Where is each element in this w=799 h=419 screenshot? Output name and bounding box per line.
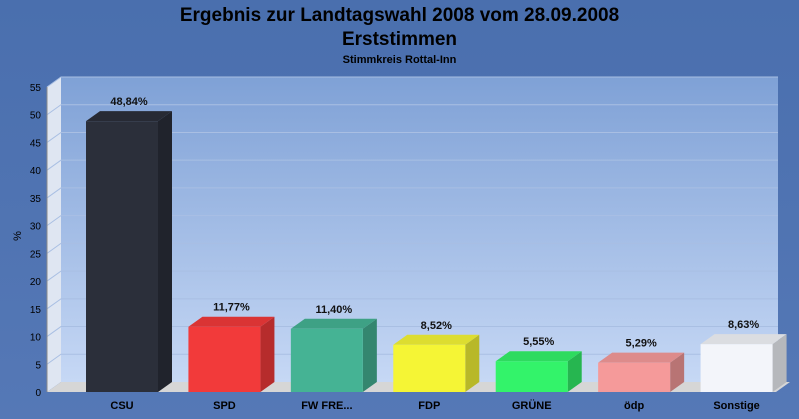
gridline: [46, 187, 778, 199]
bar-top: [393, 334, 480, 345]
gridline: [46, 326, 778, 337]
x-tick-label: FW FRE...: [301, 400, 352, 412]
bar-side: [465, 334, 480, 392]
plot-side-wall: [47, 77, 61, 392]
data-label: 8,52%: [421, 320, 452, 332]
bar-top: [86, 111, 172, 122]
bar: [290, 328, 363, 392]
data-label: 5,55%: [523, 336, 554, 348]
data-label: 8,63%: [728, 319, 759, 331]
chart-subtitle: Stimmkreis Rottal-Inn: [342, 54, 457, 66]
gridline: [46, 131, 778, 143]
x-tick-label: ödp: [624, 400, 644, 412]
data-label: 48,84%: [110, 96, 148, 108]
bar: [598, 362, 671, 392]
plot-back-wall: [61, 77, 778, 382]
x-tick-label: CSU: [110, 400, 133, 412]
bar-side: [772, 334, 787, 392]
y-tick-label: 55: [30, 83, 42, 94]
gridline: [46, 76, 778, 88]
y-tick-label: 40: [30, 166, 42, 177]
bar-top: [290, 318, 377, 329]
bar-top: [700, 334, 787, 345]
gridline: [46, 270, 778, 282]
gridline: [46, 159, 778, 171]
bar-top: [495, 351, 582, 362]
bar: [86, 121, 158, 392]
bar-side: [158, 111, 172, 392]
data-label: 5,29%: [626, 338, 657, 350]
gridline: [46, 104, 778, 116]
y-axis-label: %: [12, 231, 24, 241]
y-tick-label: 30: [30, 222, 42, 233]
y-tick-label: 25: [30, 249, 42, 260]
y-tick-label: 5: [35, 360, 41, 371]
gridline: [46, 215, 778, 227]
chart-title: Ergebnis zur Landtagswahl 2008 vom 28.09…: [179, 5, 620, 26]
y-tick-label: 35: [30, 194, 42, 205]
x-tick-label: SPD: [213, 400, 236, 412]
bar: [393, 344, 466, 392]
x-tick-label: Sonstige: [713, 400, 759, 412]
data-label: 11,40%: [316, 304, 353, 316]
y-tick-label: 10: [30, 333, 42, 344]
y-tick-label: 0: [35, 388, 41, 399]
y-tick-label: 50: [30, 111, 42, 122]
y-tick-label: 15: [30, 305, 42, 316]
bar-top: [188, 316, 275, 327]
data-label: 11,77%: [213, 302, 250, 314]
bar-side: [362, 318, 377, 392]
gridline: [46, 298, 778, 310]
bar-top: [598, 352, 685, 363]
bar: [495, 361, 568, 392]
x-tick-label: FDP: [418, 400, 440, 412]
bar-side: [670, 352, 685, 392]
bar-side: [260, 316, 275, 392]
y-tick-label: 20: [30, 277, 42, 288]
y-tick-label: 45: [30, 138, 42, 149]
chart-title-2: Erststimmen: [341, 29, 458, 50]
gridline: [46, 242, 778, 254]
x-tick-label: GRÜNE: [512, 399, 552, 412]
bar: [188, 326, 261, 392]
bar-side: [567, 351, 582, 392]
bar: [700, 344, 773, 392]
